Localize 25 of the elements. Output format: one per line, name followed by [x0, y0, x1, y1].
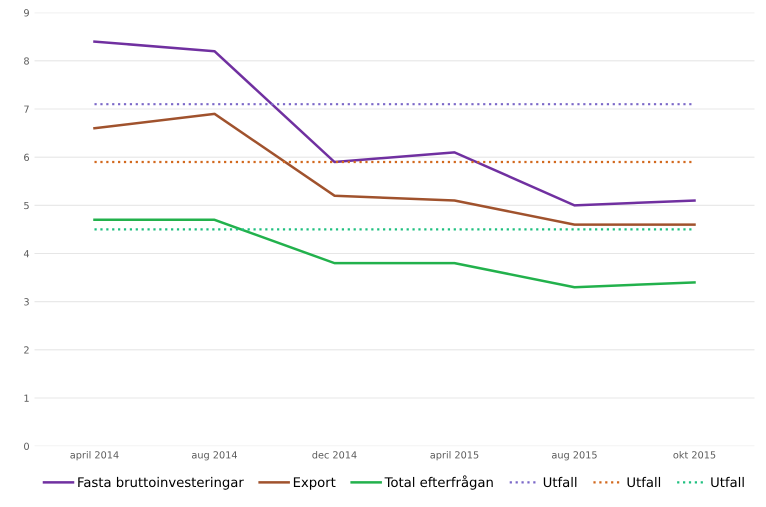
legend-label: Fasta bruttoinvesteringar — [78, 476, 244, 490]
line-series — [93, 218, 696, 288]
legend-label: Utfall — [544, 476, 576, 488]
line-series — [93, 40, 696, 207]
legend-label: Export — [294, 477, 336, 490]
y-tick-label: 8 — [24, 57, 29, 65]
legend-label: Utfall — [628, 476, 660, 488]
y-tick-label: 6 — [24, 154, 29, 161]
legend-label: Utfall — [711, 476, 744, 488]
x-tick-label: aug 2014 — [192, 451, 237, 460]
legend-label: Total efterfrågan — [384, 475, 493, 490]
x-tick-label: aug 2015 — [552, 451, 597, 460]
y-tick-label: 1 — [24, 394, 29, 402]
x-tick-label: dec 2014 — [312, 451, 357, 459]
x-tick-label: april 2015 — [430, 451, 478, 460]
x-tick-label: april 2014 — [70, 451, 119, 460]
y-tick-label: 3 — [24, 298, 29, 306]
y-tick-label: 7 — [24, 106, 29, 113]
line-series — [93, 112, 696, 226]
y-tick-label: 5 — [24, 202, 29, 210]
y-tick-label: 2 — [24, 346, 29, 354]
y-tick-label: 9 — [24, 9, 29, 17]
x-tick-label: okt 2015 — [673, 451, 716, 459]
y-tick-label: 0 — [24, 442, 29, 450]
y-tick-label: 4 — [24, 250, 30, 258]
